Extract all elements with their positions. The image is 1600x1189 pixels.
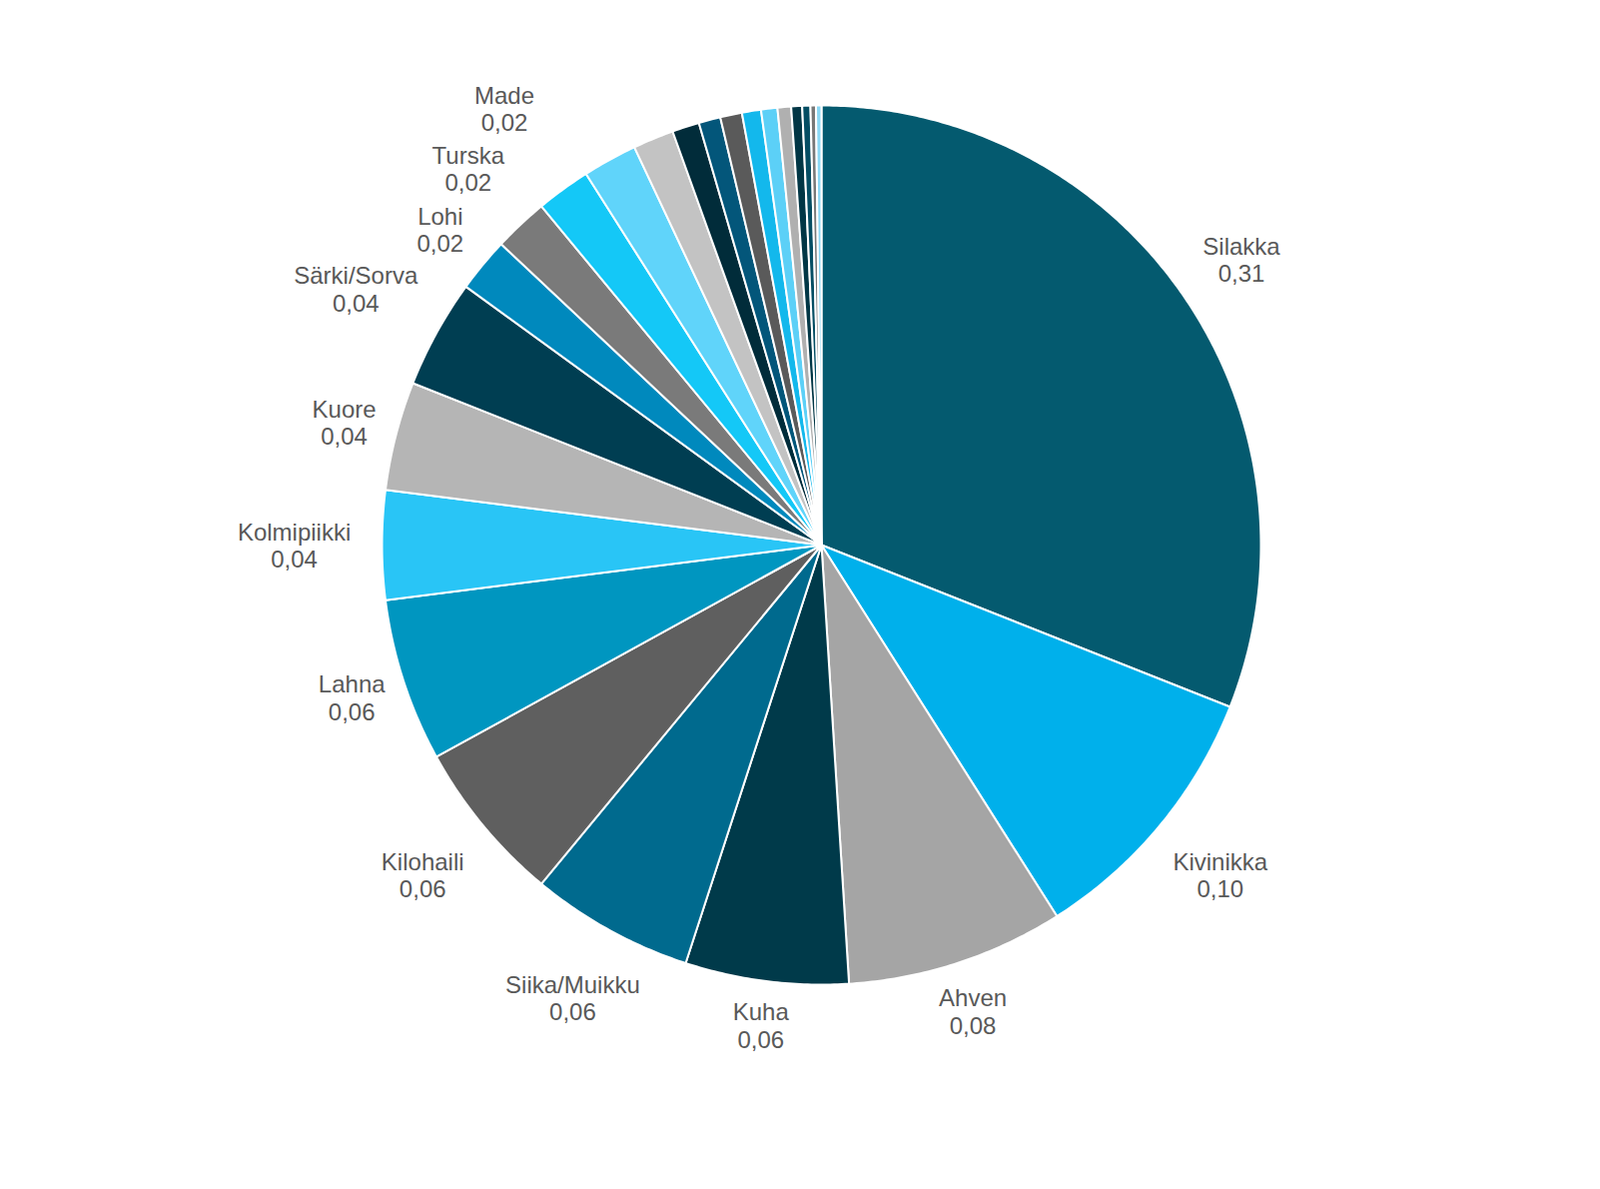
svg-text:Kolmipiikki0,04: Kolmipiikki0,04 <box>237 518 351 574</box>
svg-text:Ahven0,08: Ahven0,08 <box>938 983 1007 1039</box>
svg-text:Made0,02: Made0,02 <box>474 81 535 137</box>
svg-text:Kuore0,04: Kuore0,04 <box>312 395 377 451</box>
svg-text:Kivinikka0,10: Kivinikka0,10 <box>1172 847 1268 903</box>
svg-text:Lohi0,02: Lohi0,02 <box>417 202 465 258</box>
svg-text:Silakka0,31: Silakka0,31 <box>1202 232 1281 288</box>
svg-text:Särki/Sorva0,04: Särki/Sorva0,04 <box>293 261 419 317</box>
svg-text:Siika/Muikku0,06: Siika/Muikku0,06 <box>505 970 641 1026</box>
svg-text:Kuha0,06: Kuha0,06 <box>733 997 791 1053</box>
svg-text:Kilohaili0,06: Kilohaili0,06 <box>381 847 465 903</box>
svg-text:Lahna0,06: Lahna0,06 <box>318 670 386 726</box>
svg-text:Turska0,02: Turska0,02 <box>432 141 506 197</box>
